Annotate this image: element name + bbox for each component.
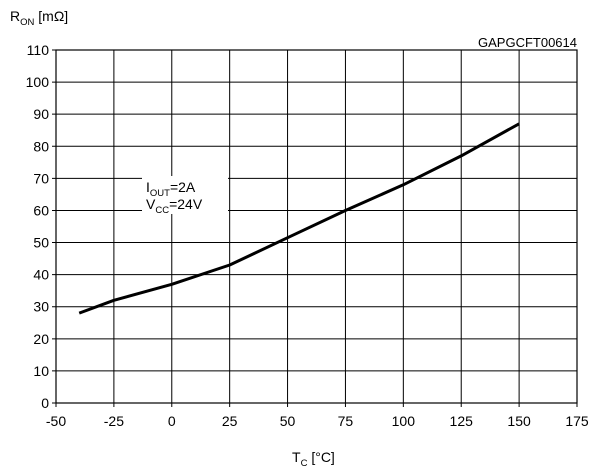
- x-tick-label: 75: [338, 413, 354, 429]
- y-tick-label: 30: [33, 299, 49, 315]
- y-tick-label: 60: [33, 202, 49, 218]
- x-tick-label: -50: [46, 413, 66, 429]
- y-tick-labels: 0 10 20 30 40 50 60 70 80 90 100 110: [26, 42, 50, 411]
- y-tick-label: 90: [33, 106, 49, 122]
- data-point: [79, 313, 80, 314]
- x-tick-label: -25: [104, 413, 124, 429]
- data-point: [519, 123, 520, 124]
- y-tick-label: 110: [27, 42, 50, 58]
- x-tick-label: 25: [222, 413, 238, 429]
- figure-code: GAPGCFT00614: [478, 35, 577, 50]
- data-point: [403, 184, 404, 185]
- x-tick-label: 0: [168, 413, 176, 429]
- annotation-vcc: VCC=24V: [146, 196, 203, 216]
- y-axis-label: RON [mΩ]: [10, 8, 68, 28]
- data-point: [287, 237, 288, 238]
- y-tick-label: 40: [33, 267, 49, 283]
- data-point: [113, 300, 114, 301]
- data-point: [229, 265, 230, 266]
- x-tick-label: 100: [392, 413, 416, 429]
- x-tick-label: 125: [450, 413, 474, 429]
- y-tick-label: 20: [33, 331, 49, 347]
- annotation-iout: IOUT=2A: [146, 179, 196, 199]
- x-tick-labels: -50 -25 0 25 50 75 100 125 150 175: [46, 413, 589, 429]
- data-point: [345, 210, 346, 211]
- x-axis-label: TC [°C]: [292, 449, 335, 469]
- annotation-background: [142, 176, 228, 214]
- y-tick-label: 0: [41, 395, 49, 411]
- y-tick-label: 100: [26, 74, 50, 90]
- series: [78, 122, 520, 315]
- data-point: [171, 284, 172, 285]
- y-tick-label: 50: [33, 235, 49, 251]
- x-tick-label: 175: [565, 413, 589, 429]
- data-point: [461, 155, 462, 156]
- grid: [52, 49, 578, 407]
- series-line: [78, 122, 520, 315]
- y-tick-label: 70: [33, 170, 49, 186]
- x-tick-label: 150: [507, 413, 531, 429]
- y-tick-label: 80: [33, 138, 49, 154]
- x-tick-label: 50: [280, 413, 296, 429]
- y-tick-label: 10: [33, 363, 49, 379]
- plot-frame: [55, 49, 578, 404]
